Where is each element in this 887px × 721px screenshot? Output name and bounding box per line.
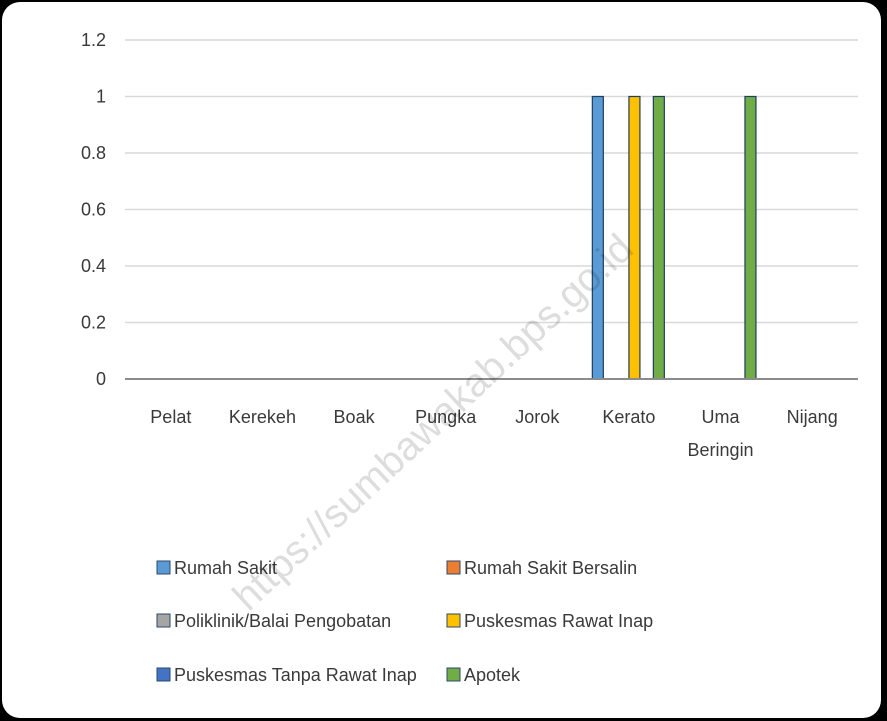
x-tick-label: Pungka [415,407,477,427]
x-tick-label: Jorok [515,407,560,427]
y-tick-label: 1.2 [81,30,106,50]
x-tick-label: Kerato [602,407,655,427]
legend-label: Poliklinik/Balai Pengobatan [174,611,391,631]
y-tick-label: 0 [96,369,106,389]
y-tick-label: 0.2 [81,313,106,333]
y-axis: 0 0.2 0.4 0.6 0.8 1 1.2 [81,30,106,389]
legend-swatch [446,667,461,682]
gridlines [125,39,858,324]
legend-swatch [156,560,171,575]
bar-apotek-uma-beringin [744,95,757,380]
legend: Rumah Sakit Rumah Sakit Bersalin Poliklini… [156,558,653,685]
legend-swatch [446,613,461,628]
y-tick-label: 0.4 [81,256,106,276]
bar-apotek-kerato [652,95,665,380]
x-axis: Pelat Kerekeh Boak Pungka Jorok Kerato Uma Beri… [125,378,858,460]
legend-label: Puskesmas Tanpa Rawat Inap [174,665,417,685]
legend-label: Rumah Sakit Bersalin [464,558,637,578]
legend-label: Rumah Sakit [174,558,277,578]
legend-label: Apotek [464,665,521,685]
x-tick-label: Boak [334,407,376,427]
y-tick-label: 0.6 [81,200,106,220]
legend-swatch [156,667,171,682]
x-tick-label: Pelat [150,407,191,427]
y-tick-label: 0.8 [81,143,106,163]
x-tick-label: Uma Beringin [688,407,754,460]
y-tick-label: 1 [96,87,106,107]
x-tick-label: Nijang [787,407,838,427]
legend-swatch [446,560,461,575]
bar-puskesmas-rawat-inap-kerato [628,95,641,380]
legend-label: Puskesmas Rawat Inap [464,611,653,631]
x-tick-label: Kerekeh [229,407,296,427]
legend-swatch [156,613,171,628]
